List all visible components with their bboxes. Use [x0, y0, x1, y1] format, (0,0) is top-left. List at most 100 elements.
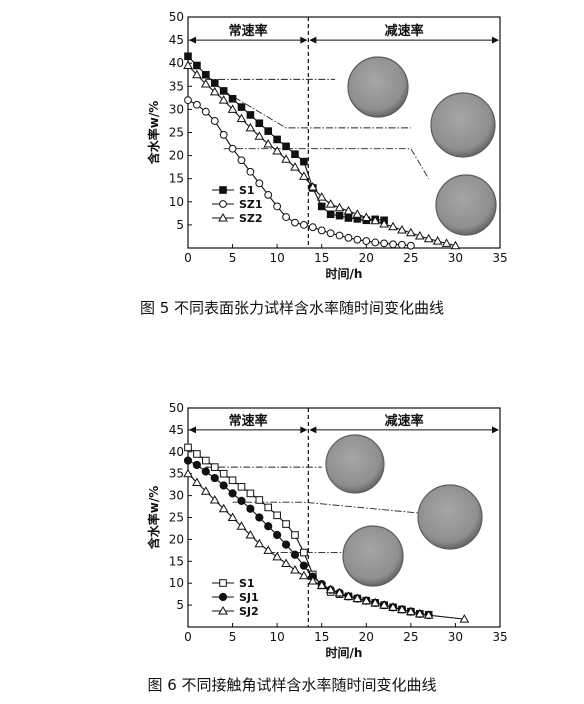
y-tick-label: 10: [169, 195, 184, 209]
x-tick-label: 5: [229, 251, 237, 265]
data-point: [200, 78, 211, 88]
data-point: [237, 103, 246, 111]
data-point: [184, 443, 192, 452]
chart-surface-tension: 0 5 10 15 20 25 30 35 5 10 15 20 25 30 35 40 45 50 时间/h 含水率…: [146, 10, 508, 281]
legend-label: SJ1: [239, 591, 259, 604]
data-point: [228, 94, 237, 103]
data-point: [414, 230, 425, 240]
data-point: [379, 218, 389, 228]
data-point: [406, 241, 415, 250]
data-point: [459, 614, 470, 623]
data-point: [352, 593, 363, 603]
data-point: [317, 226, 326, 235]
x-tick-label: 10: [270, 251, 285, 265]
data-point: [183, 456, 193, 465]
data-point: [423, 610, 434, 619]
data-point: [263, 545, 274, 554]
x-tick-label: 25: [403, 251, 418, 265]
figure-5: 0 5 10 15 20 25 30 35 5 10 15 20 25 30 35 40 45 50 时间/h 含水率…: [0, 0, 584, 350]
data-point: [379, 600, 389, 609]
data-point: [184, 52, 192, 61]
data-point: [344, 233, 353, 242]
x-tick-label: 30: [448, 630, 463, 644]
data-point: [192, 69, 202, 79]
legend-label: SZ1: [239, 198, 263, 211]
y-tick-label: 25: [169, 126, 184, 140]
data-point: [201, 107, 210, 116]
data-point: [184, 96, 192, 105]
figure-6-caption: 图 6 不同接触角试样含水率随时间变化曲线: [147, 676, 437, 694]
decreasing-rate-label: 减速率: [385, 413, 424, 429]
data-point: [397, 224, 407, 234]
data-point: [344, 214, 353, 222]
data-point: [432, 236, 443, 245]
data-point: [281, 154, 291, 163]
data-point: [308, 223, 317, 232]
y-axis-label: 含水率w/%: [146, 486, 161, 550]
x-tick-label: 10: [270, 630, 285, 644]
data-point: [299, 171, 309, 180]
data-point: [282, 213, 290, 221]
legend-label: SJ2: [239, 605, 259, 618]
data-point: [290, 550, 300, 559]
figure-6: 0 5 10 15 20 25 30 35 5 10 15 20 25 30 35 40 45 50 时间/h 含水率…: [0, 352, 584, 704]
chart-contact-angle: 0 5 10 15 20 25 30 35 5 10 15 20 25 30 35 40 45 50 时间/h 含水率…: [146, 401, 508, 660]
data-point: [343, 591, 354, 600]
data-point: [282, 142, 290, 151]
y-tick-label: 5: [176, 218, 184, 232]
y-tick-label: 10: [169, 576, 184, 590]
data-point: [325, 199, 336, 208]
data-point: [246, 111, 255, 119]
x-tick-label: 30: [448, 251, 463, 265]
data-point: [325, 584, 336, 594]
sample-photo-disk: [430, 92, 496, 158]
data-point: [237, 483, 246, 491]
data-point: [201, 467, 210, 476]
legend-marker: [219, 186, 227, 194]
legend-label: S1: [239, 577, 255, 590]
sample-photo-disk: [435, 174, 497, 236]
arrowhead-mid-left: [300, 426, 308, 434]
series-sz2: [183, 60, 461, 250]
data-point: [299, 570, 309, 580]
data-point: [246, 489, 255, 498]
x-tick-label: 20: [359, 630, 374, 644]
x-tick-label: 25: [403, 630, 418, 644]
legend-marker: [219, 579, 227, 587]
data-point: [388, 602, 398, 611]
data-point: [227, 512, 238, 521]
data-point: [245, 122, 256, 132]
data-point: [335, 231, 344, 240]
data-point: [405, 606, 416, 616]
arrowhead-right: [492, 426, 499, 434]
y-tick-label: 25: [169, 511, 184, 525]
data-point: [237, 156, 246, 165]
data-point: [255, 496, 264, 504]
data-point: [281, 558, 291, 567]
legend-label: SZ2: [239, 212, 263, 225]
data-point: [193, 450, 201, 458]
data-point: [326, 210, 335, 219]
constant-rate-label: 常速率: [229, 413, 268, 429]
data-point: [290, 162, 300, 171]
data-point: [192, 477, 202, 486]
data-point: [273, 202, 282, 211]
y-tick-label: 20: [169, 149, 184, 163]
data-point: [335, 211, 344, 220]
arrowhead-left: [189, 36, 196, 44]
data-point: [307, 576, 318, 585]
sample-photo-disk: [342, 525, 404, 587]
data-point: [398, 240, 406, 249]
x-axis-label: 时间/h: [326, 645, 363, 660]
arrowhead-mid-right: [309, 426, 317, 434]
data-point: [202, 70, 210, 79]
data-point: [255, 179, 264, 188]
sample-photo-disk: [417, 484, 483, 550]
data-point: [352, 209, 363, 218]
data-point: [264, 522, 273, 531]
legend-marker: [218, 212, 228, 222]
data-point: [254, 131, 265, 140]
decreasing-rate-label: 减速率: [385, 23, 424, 39]
data-point: [389, 240, 397, 249]
data-point: [450, 240, 461, 250]
